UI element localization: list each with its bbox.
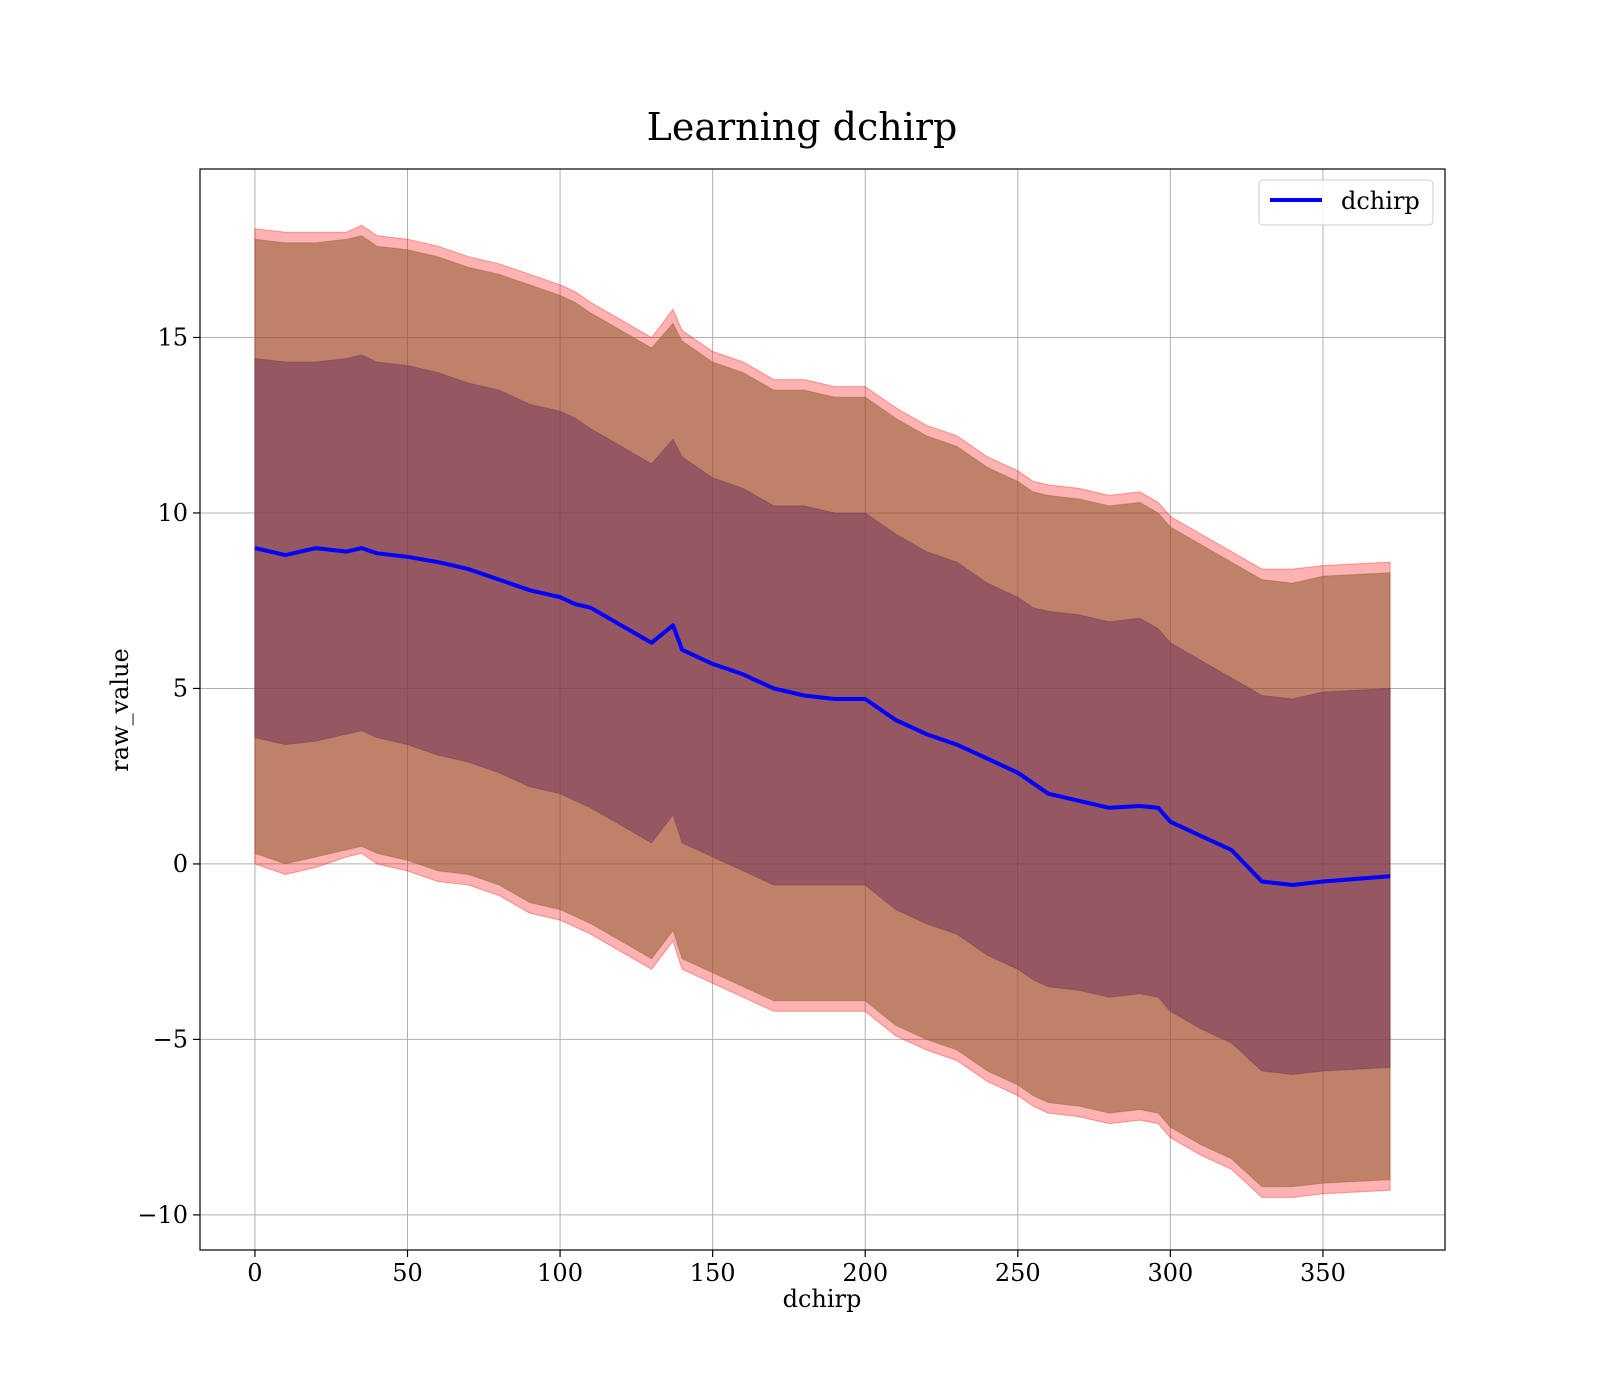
confidence-bands bbox=[254, 224, 1391, 1198]
band-inner bbox=[254, 354, 1391, 1076]
series-lines bbox=[254, 546, 1391, 887]
y-tick-label: 10 bbox=[157, 499, 188, 527]
x-tick-label: 350 bbox=[1300, 1259, 1346, 1287]
plot-frame bbox=[199, 168, 1446, 1251]
chart-title: Learning dchirp bbox=[647, 105, 958, 149]
y-tick-label: 5 bbox=[173, 674, 188, 702]
x-tick-label: 0 bbox=[247, 1259, 262, 1287]
y-tick-label: 0 bbox=[173, 850, 188, 878]
y-tick-label: −5 bbox=[153, 1025, 188, 1053]
legend-box bbox=[1258, 179, 1434, 226]
legend: dchirp bbox=[1258, 179, 1434, 226]
legend-label: dchirp bbox=[1341, 187, 1420, 215]
axis-ticks: 0 50 100 150 200 250 300 350 −10 −5 0 5 10 15 bbox=[137, 323, 1346, 1287]
y-tick-label: 15 bbox=[157, 323, 188, 351]
x-tick-label: 150 bbox=[690, 1259, 736, 1287]
series-line-dchirp bbox=[254, 546, 1391, 887]
y-axis-label: raw_value bbox=[106, 648, 134, 772]
x-tick-label: 50 bbox=[392, 1259, 423, 1287]
x-tick-label: 250 bbox=[995, 1259, 1041, 1287]
x-tick-label: 200 bbox=[842, 1259, 888, 1287]
x-axis-label: dchirp bbox=[783, 1285, 862, 1313]
y-tick-label: −10 bbox=[137, 1201, 188, 1229]
x-tick-label: 300 bbox=[1147, 1259, 1193, 1287]
x-tick-label: 100 bbox=[537, 1259, 583, 1287]
